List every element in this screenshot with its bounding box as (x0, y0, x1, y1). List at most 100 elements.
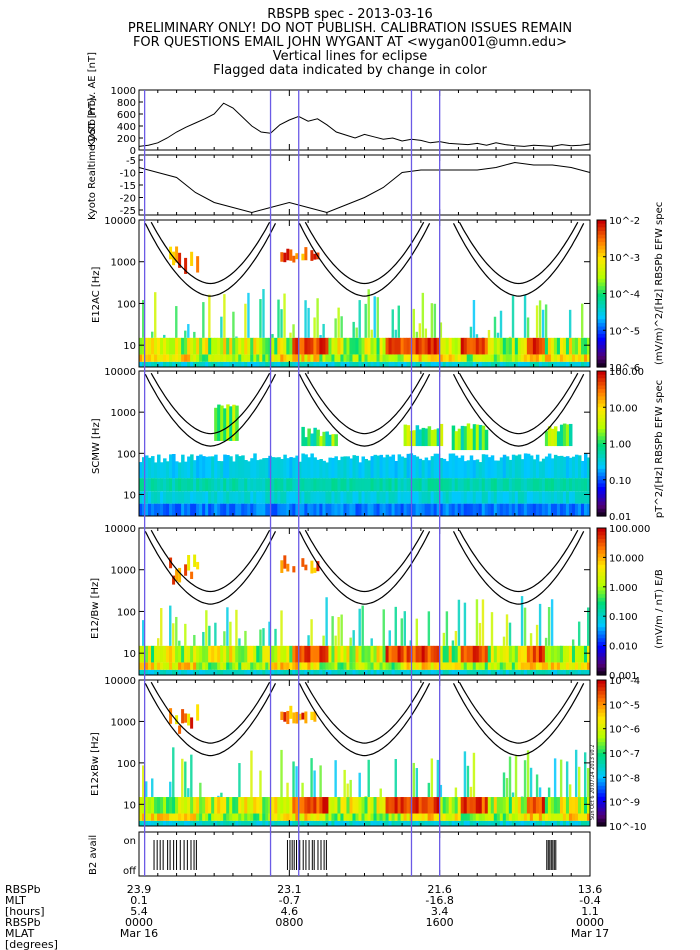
colorbar-tick-label: 0.010 (609, 642, 638, 653)
heat-cell (448, 354, 453, 362)
heat-cell (157, 813, 161, 821)
heat-cell (472, 669, 477, 675)
heat-cell (184, 478, 188, 492)
heat-cell (427, 820, 432, 826)
heat-cell (259, 478, 263, 492)
heat-cell (193, 797, 197, 814)
orbit-curve (452, 683, 585, 757)
heat-cell (430, 797, 435, 814)
colorbar-cell (597, 330, 606, 335)
heat-cell (391, 797, 396, 814)
heat-cell (430, 478, 435, 492)
colorbar-cell (597, 760, 606, 765)
heat-cell (481, 478, 486, 492)
heat-cell (538, 354, 543, 362)
heat-cell (457, 797, 462, 814)
orbit-curve (144, 223, 277, 297)
heat-cell (280, 797, 284, 814)
heat-cell (580, 491, 585, 504)
heat-cell (307, 478, 311, 492)
colorbar-cell (597, 723, 606, 729)
heat-cell (163, 458, 167, 479)
heat-cell (340, 614, 343, 646)
colorbar-tick-label: 10^-2 (609, 216, 640, 227)
heat-cell (310, 662, 314, 670)
heat-cell (553, 662, 558, 670)
heat-cell (424, 491, 429, 504)
heat-cell (235, 337, 239, 355)
colorbar-cell (597, 465, 606, 470)
heat-cell (574, 337, 579, 355)
heat-cell (388, 797, 393, 814)
heat-cell (493, 645, 498, 663)
heat-cell (292, 503, 296, 516)
heat-cell (370, 813, 375, 821)
heat-cell (250, 337, 254, 355)
heat-cell (385, 337, 390, 355)
heat-cell (280, 749, 283, 798)
heat-cell (460, 662, 465, 670)
heat-cell (154, 337, 158, 355)
heat-cell (556, 813, 561, 821)
heat-cell (526, 503, 531, 516)
heat-cell (208, 625, 211, 646)
heat-cell (388, 669, 393, 675)
heat-cell (361, 361, 365, 367)
heat-cell (160, 491, 164, 504)
heat-cell (568, 354, 573, 362)
heat-cell (274, 503, 278, 516)
heat-cell (337, 669, 341, 675)
heat-cell (190, 478, 194, 492)
heat-cell (535, 354, 540, 362)
heat-cell (376, 361, 381, 367)
heat-cell (469, 662, 474, 670)
colorbar-cell (597, 432, 606, 437)
heat-cell (355, 354, 359, 362)
colorbar-cell (597, 289, 606, 295)
heat-cell (574, 797, 579, 814)
heat-cell (562, 456, 567, 479)
heat-cell (565, 456, 570, 479)
heat-cell (214, 662, 218, 670)
heat-cell (277, 457, 281, 479)
ytick-label: 100 (117, 449, 136, 460)
heat-cell (256, 460, 260, 479)
heat-cell (352, 820, 356, 826)
heat-cell (250, 797, 254, 814)
heat-cell (139, 337, 143, 355)
heat-cell (157, 638, 160, 646)
colorbar-cell (597, 800, 606, 805)
heat-cell (421, 813, 426, 821)
heat-cell (199, 337, 203, 355)
heat-cell (232, 645, 236, 663)
heat-cell (496, 797, 501, 814)
heat-cell (208, 813, 212, 821)
heat-cell (490, 478, 495, 492)
heat-cell (547, 337, 552, 355)
heat-cell (181, 669, 185, 675)
heat-cell (454, 455, 459, 479)
heat-cell (517, 662, 522, 670)
heat-cell (358, 813, 362, 821)
heat-cell (226, 820, 230, 826)
heat-cell (244, 820, 248, 826)
heat-cell (223, 294, 226, 338)
heat-cell (493, 503, 498, 516)
heat-cell (328, 820, 332, 826)
heat-cell (310, 337, 314, 355)
heat-cell (463, 503, 468, 516)
orbit-row-label: RBSPb (5, 883, 41, 896)
heat-cell (412, 820, 417, 826)
heat-cell (172, 669, 176, 675)
heat-cell (547, 787, 551, 798)
colorbar-cell (597, 371, 606, 376)
heat-cell (340, 337, 344, 355)
heat-cell (547, 662, 552, 670)
heat-cell (541, 813, 546, 821)
heat-cell (226, 491, 230, 504)
heat-cell (298, 478, 302, 492)
heat-cell (538, 603, 542, 646)
heat-cell (223, 454, 227, 479)
heat-cell (439, 503, 444, 516)
heat-cell (154, 669, 158, 675)
